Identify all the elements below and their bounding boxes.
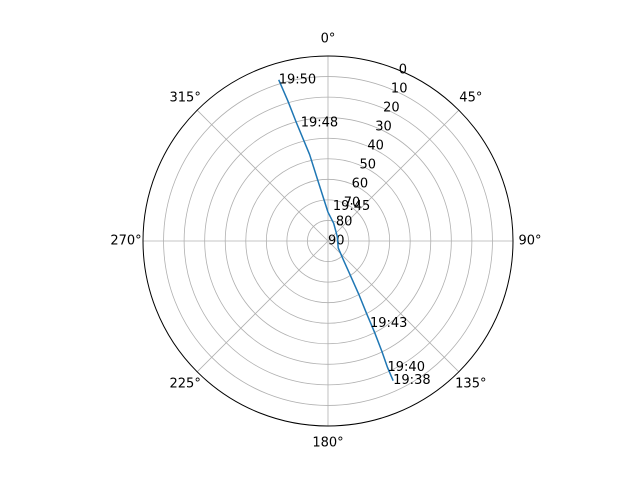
theta-tick-label: 270°	[110, 234, 141, 249]
r-gridline	[163, 76, 493, 406]
r-tick-label: 20	[383, 101, 400, 116]
r-tick-label: 40	[367, 139, 384, 154]
r-tick-label: 80	[336, 215, 353, 230]
r-gridline	[204, 117, 452, 365]
theta-tick-label: 0°	[321, 32, 336, 47]
theta-gridline	[196, 240, 329, 373]
theta-tick-label: 90°	[518, 234, 541, 249]
r-gridline	[245, 158, 411, 324]
r-tick-label: 10	[391, 82, 408, 97]
r-gridline	[265, 178, 391, 304]
series-line	[278, 79, 394, 382]
theta-gridline	[196, 109, 329, 242]
r-tick-label: 50	[359, 158, 376, 173]
r-tick-label: 30	[375, 120, 392, 135]
r-tick-label: 0	[399, 63, 407, 78]
polar-grid	[143, 56, 513, 426]
r-tick-label: 60	[352, 177, 369, 192]
series-layer	[278, 79, 394, 382]
theta-gridline	[327, 109, 460, 242]
r-tick-label: 70	[344, 196, 361, 211]
time-annotation: 19:50	[279, 72, 316, 87]
time-annotation: 19:43	[370, 316, 407, 331]
time-annotation: 19:45	[333, 199, 370, 214]
theta-tick-label: 180°	[312, 436, 343, 451]
time-annotation: 19:40	[388, 360, 425, 375]
r-tick-label: 90	[328, 234, 345, 249]
r-gridline	[286, 199, 370, 283]
time-annotation: 19:38	[393, 373, 430, 388]
r-gridline	[307, 220, 349, 262]
theta-tick-label: 315°	[170, 91, 201, 106]
theta-tick-label: 45°	[459, 91, 482, 106]
r-gridline	[224, 137, 432, 345]
r-gridline	[183, 96, 473, 386]
polar-frame	[142, 55, 514, 427]
theta-tick-label: 225°	[170, 376, 201, 391]
time-annotation: 19:48	[301, 115, 338, 130]
theta-gridline	[327, 240, 460, 373]
theta-tick-label: 135°	[455, 376, 486, 391]
polar-axis: 0° 45° 90° 135° 180° 225° 270° 315° 0 10 20 30 40 50 6…	[110, 32, 541, 451]
